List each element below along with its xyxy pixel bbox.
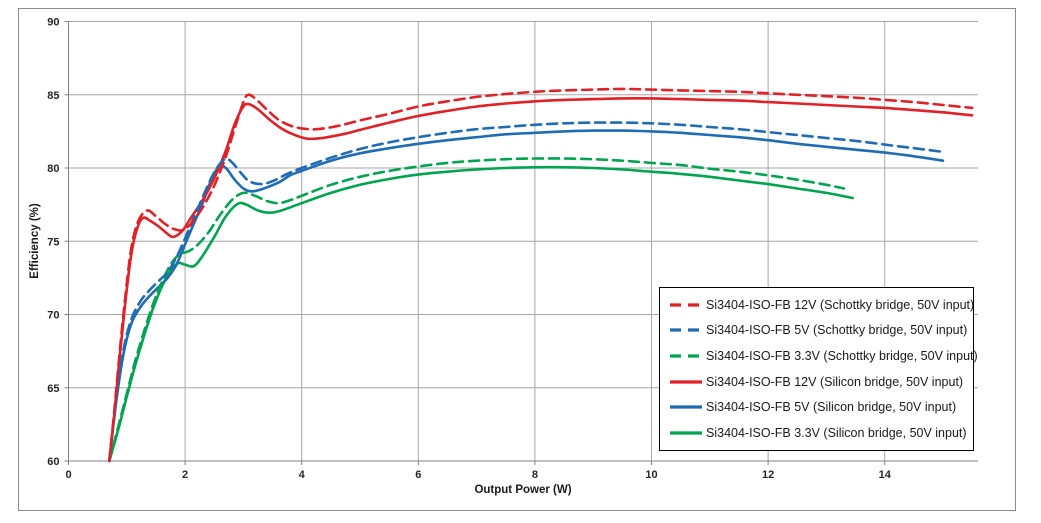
series-line-1-dashed	[108, 87, 974, 463]
x-tick-label: 14	[879, 469, 892, 481]
legend-item-5: Si3404-ISO-FB 5V (Silicon bridge, 50V in…	[669, 395, 973, 419]
x-tick-label: 4	[299, 469, 306, 481]
y-tick-label: 90	[47, 17, 59, 29]
y-tick-label: 60	[47, 456, 59, 468]
legend-item-1: Si3404-ISO-FB 12V (Schottky bridge, 50V …	[669, 293, 975, 317]
y-tick-label: 70	[47, 310, 59, 322]
legend-solid-line-swatch	[670, 431, 702, 435]
x-tick-label: 2	[182, 469, 188, 481]
legend-item-label: Si3404-ISO-FB 3.3V (Silicon bridge, 50V …	[706, 426, 967, 441]
legend-dashed-line-swatch	[670, 328, 702, 333]
x-tick-label: 0	[65, 469, 71, 481]
legend-item-label: Si3404-ISO-FB 5V (Silicon bridge, 50V in…	[706, 400, 957, 415]
axes	[64, 21, 978, 465]
y-axis-title: Efficiency (%)	[29, 203, 41, 279]
y-tick-label: 85	[47, 90, 59, 102]
legend-item-label: Si3404-ISO-FB 3.3V (Schottky bridge, 50V…	[706, 349, 978, 364]
x-tick-label: 6	[415, 469, 421, 481]
legend-dashed-line-swatch	[670, 303, 702, 307]
series-line-4-solid	[108, 97, 974, 463]
legend-item-4: Si3404-ISO-FB 12V (Silicon bridge, 50V i…	[669, 370, 973, 394]
x-axis-title: Output Power (W)	[474, 484, 571, 496]
y-tick-label: 75	[47, 236, 59, 248]
legend-solid-line-swatch	[670, 405, 702, 410]
y-tick-label: 65	[47, 383, 59, 395]
x-tick-label: 10	[645, 469, 657, 481]
legend-item-2: Si3404-ISO-FB 5V (Schottky bridge, 50V i…	[669, 318, 973, 342]
legend-item-3: Si3404-ISO-FB 3.3V (Schottky bridge, 50V…	[669, 344, 978, 368]
legend: Si3404-ISO-FB 12V (Schottky bridge, 50V …	[659, 287, 978, 451]
legend-item-6: Si3404-ISO-FB 3.3V (Silicon bridge, 50V …	[669, 421, 973, 445]
series-lines	[108, 87, 974, 463]
legend-item-label: Si3404-ISO-FB 12V (Schottky bridge, 50V …	[706, 297, 975, 312]
y-tick-label: 80	[47, 163, 59, 175]
tick-labels: 60 65 70 75 80 85 90 0 2 4 6 8 10 12 14	[47, 17, 891, 482]
legend-item-label: Si3404-ISO-FB 12V (Silicon bridge, 50V i…	[706, 374, 964, 389]
x-tick-label: 8	[532, 469, 538, 481]
x-tick-label: 12	[762, 469, 774, 481]
legend-item-label: Si3404-ISO-FB 5V (Schottky bridge, 50V i…	[706, 323, 968, 338]
legend-dashed-line-swatch	[670, 354, 702, 358]
series-line-2-dashed	[108, 121, 945, 463]
legend-solid-line-swatch	[670, 380, 702, 384]
